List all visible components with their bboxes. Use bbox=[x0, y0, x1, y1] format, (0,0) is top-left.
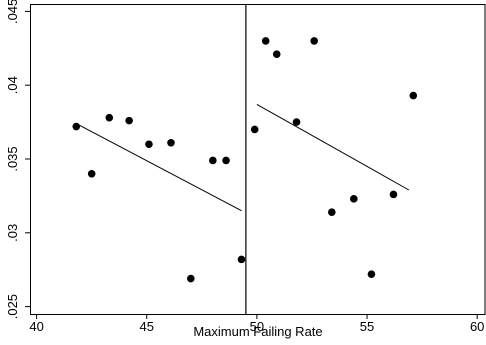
x-tick-label: 45 bbox=[140, 319, 154, 334]
data-point bbox=[250, 125, 259, 134]
data-point bbox=[292, 118, 301, 126]
y-tick-label: .03 bbox=[5, 224, 20, 242]
x-tick-label: 55 bbox=[360, 319, 374, 334]
data-point bbox=[187, 274, 195, 283]
data-point bbox=[409, 91, 418, 100]
y-tick-label: .025 bbox=[5, 294, 20, 319]
x-tick-label: 50 bbox=[250, 319, 264, 334]
data-point bbox=[72, 122, 81, 131]
y-tick-label: .04 bbox=[5, 76, 20, 94]
y-tick-label: .045 bbox=[5, 0, 20, 24]
data-point bbox=[167, 138, 175, 147]
data-point bbox=[327, 208, 336, 216]
data-points bbox=[72, 37, 418, 283]
x-tick-label: 40 bbox=[29, 319, 43, 334]
y-axis-ticks: .025 .03 .035 .04 .045 bbox=[5, 0, 30, 319]
x-axis-title: Maximum Failing Rate bbox=[193, 324, 322, 339]
data-point bbox=[310, 37, 318, 45]
data-point bbox=[367, 270, 376, 278]
data-point bbox=[272, 50, 281, 58]
data-point bbox=[105, 113, 114, 122]
data-point bbox=[261, 37, 270, 45]
data-point bbox=[87, 169, 96, 178]
fit-line bbox=[256, 103, 410, 191]
fit-lines bbox=[76, 103, 410, 212]
data-point bbox=[145, 140, 153, 149]
data-point bbox=[389, 190, 398, 199]
data-point bbox=[222, 156, 230, 165]
data-point bbox=[125, 116, 133, 125]
plot-frame bbox=[30, 4, 486, 315]
data-point bbox=[237, 255, 246, 264]
y-tick-label: .035 bbox=[5, 146, 20, 171]
x-axis-ticks: 40 45 50 55 60 bbox=[29, 314, 484, 334]
fit-line bbox=[76, 123, 242, 212]
data-point bbox=[350, 195, 358, 203]
x-tick-label: 60 bbox=[470, 319, 484, 334]
data-point bbox=[209, 156, 217, 165]
